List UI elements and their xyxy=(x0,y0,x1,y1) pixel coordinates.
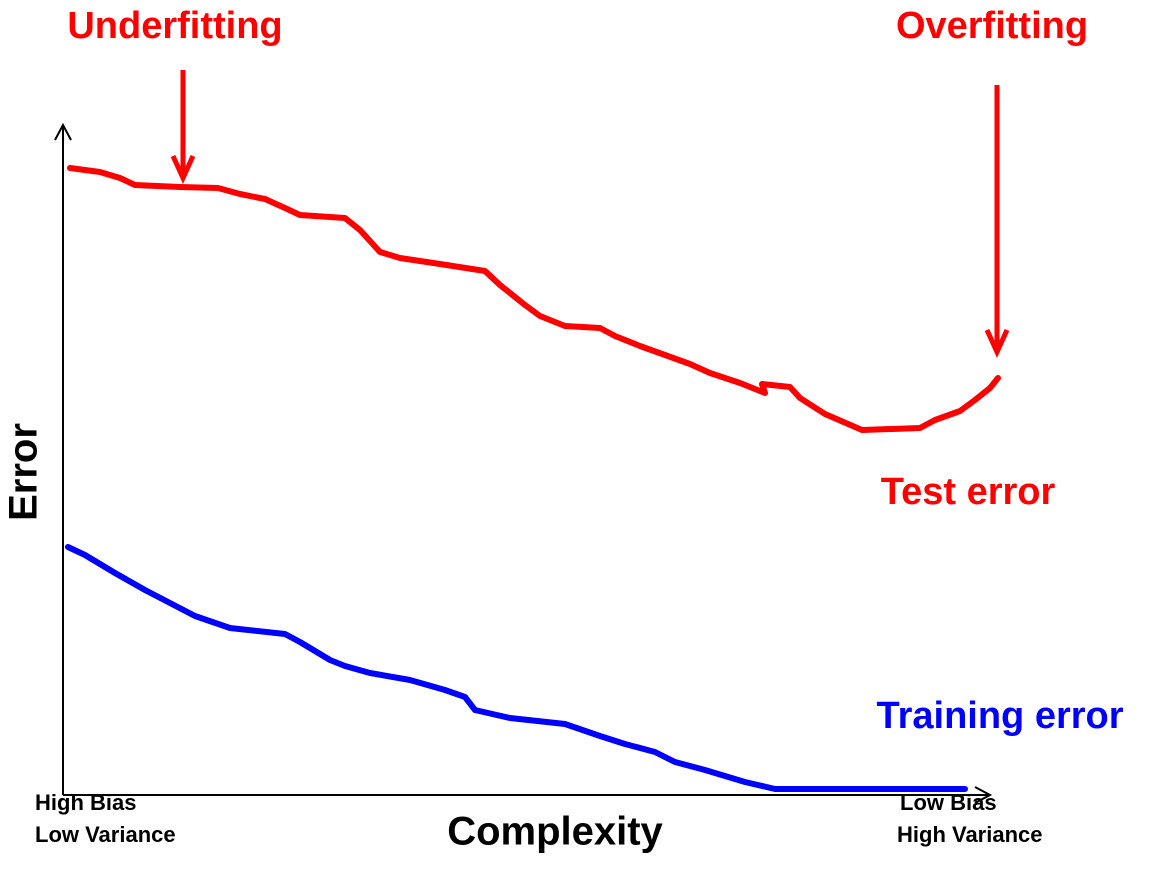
overfitting-label: Overfitting xyxy=(896,5,1088,47)
right-label-line: High Variance xyxy=(897,822,1043,847)
training-error-label: Training error xyxy=(876,695,1123,737)
underfitting-label: Underfitting xyxy=(67,5,282,47)
y-axis-arrow xyxy=(54,122,72,141)
left-label-line: High Bias xyxy=(35,790,136,815)
x-axis-label: Complexity xyxy=(447,810,663,854)
test-error-label: Test error xyxy=(881,471,1056,513)
training-error-curve xyxy=(65,544,968,792)
left-label-line: Low Variance xyxy=(35,822,176,847)
overfitting-arrowhead xyxy=(984,328,1010,359)
right-label-line: Low Bias xyxy=(900,790,997,815)
y-axis-label: Error xyxy=(2,423,46,521)
test-error-curve xyxy=(67,165,1001,433)
underfitting-arrowhead xyxy=(170,154,196,185)
x-axis-arrow xyxy=(974,786,993,804)
